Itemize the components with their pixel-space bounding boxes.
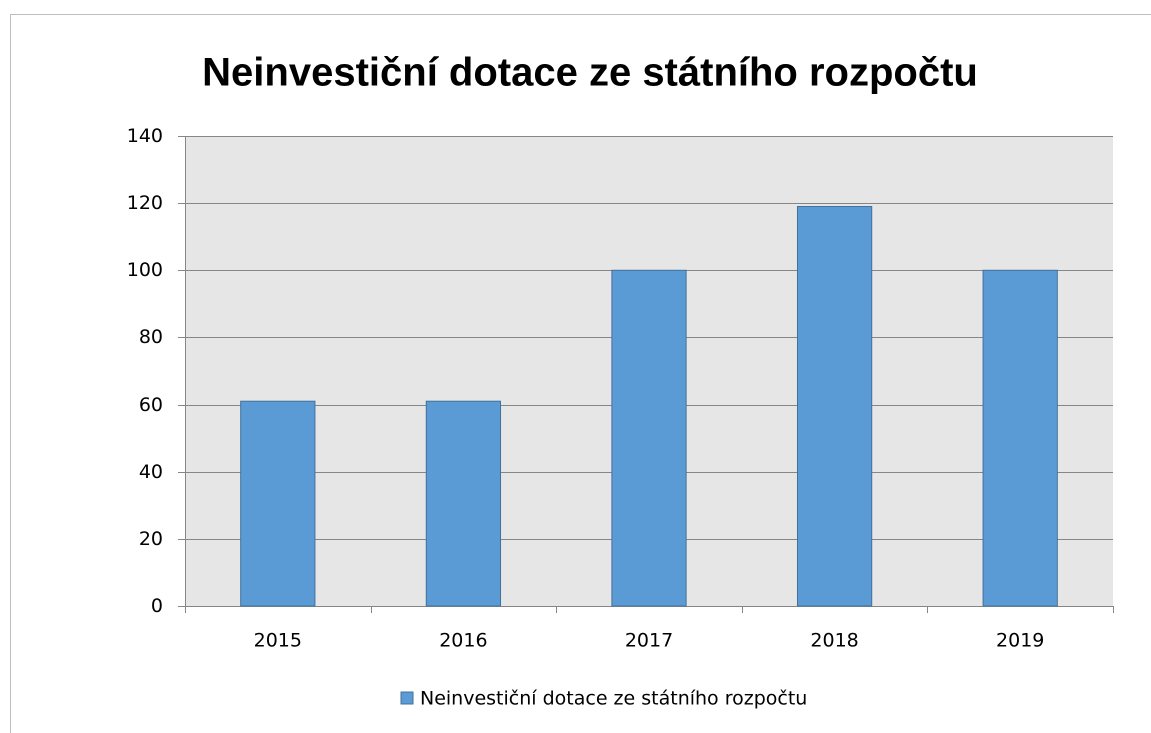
bar [611,269,687,607]
chart-title: Neinvestiční dotace ze státního rozpočtu [202,51,978,95]
y-tick-label: 80 [139,326,163,348]
x-tick-label: 2016 [439,630,487,652]
y-tick-label: 140 [127,125,163,147]
y-tick-label: 100 [127,259,163,281]
y-tick-label: 40 [139,461,163,483]
legend-swatch [400,691,414,705]
x-tick-label: 2015 [254,630,302,652]
bar [982,269,1058,607]
bar [240,400,316,607]
x-tick-label: 2018 [810,630,858,652]
y-tick-label: 60 [139,394,163,416]
x-tick-label: 2017 [625,630,673,652]
bar [425,400,502,607]
y-tick-label: 0 [151,595,163,617]
x-tick-label: 2019 [996,630,1044,652]
y-tick-label: 20 [139,528,163,550]
bar [796,206,873,607]
legend-label: Neinvestiční dotace ze státního rozpočtu [420,688,807,710]
y-tick-label: 120 [127,192,163,214]
